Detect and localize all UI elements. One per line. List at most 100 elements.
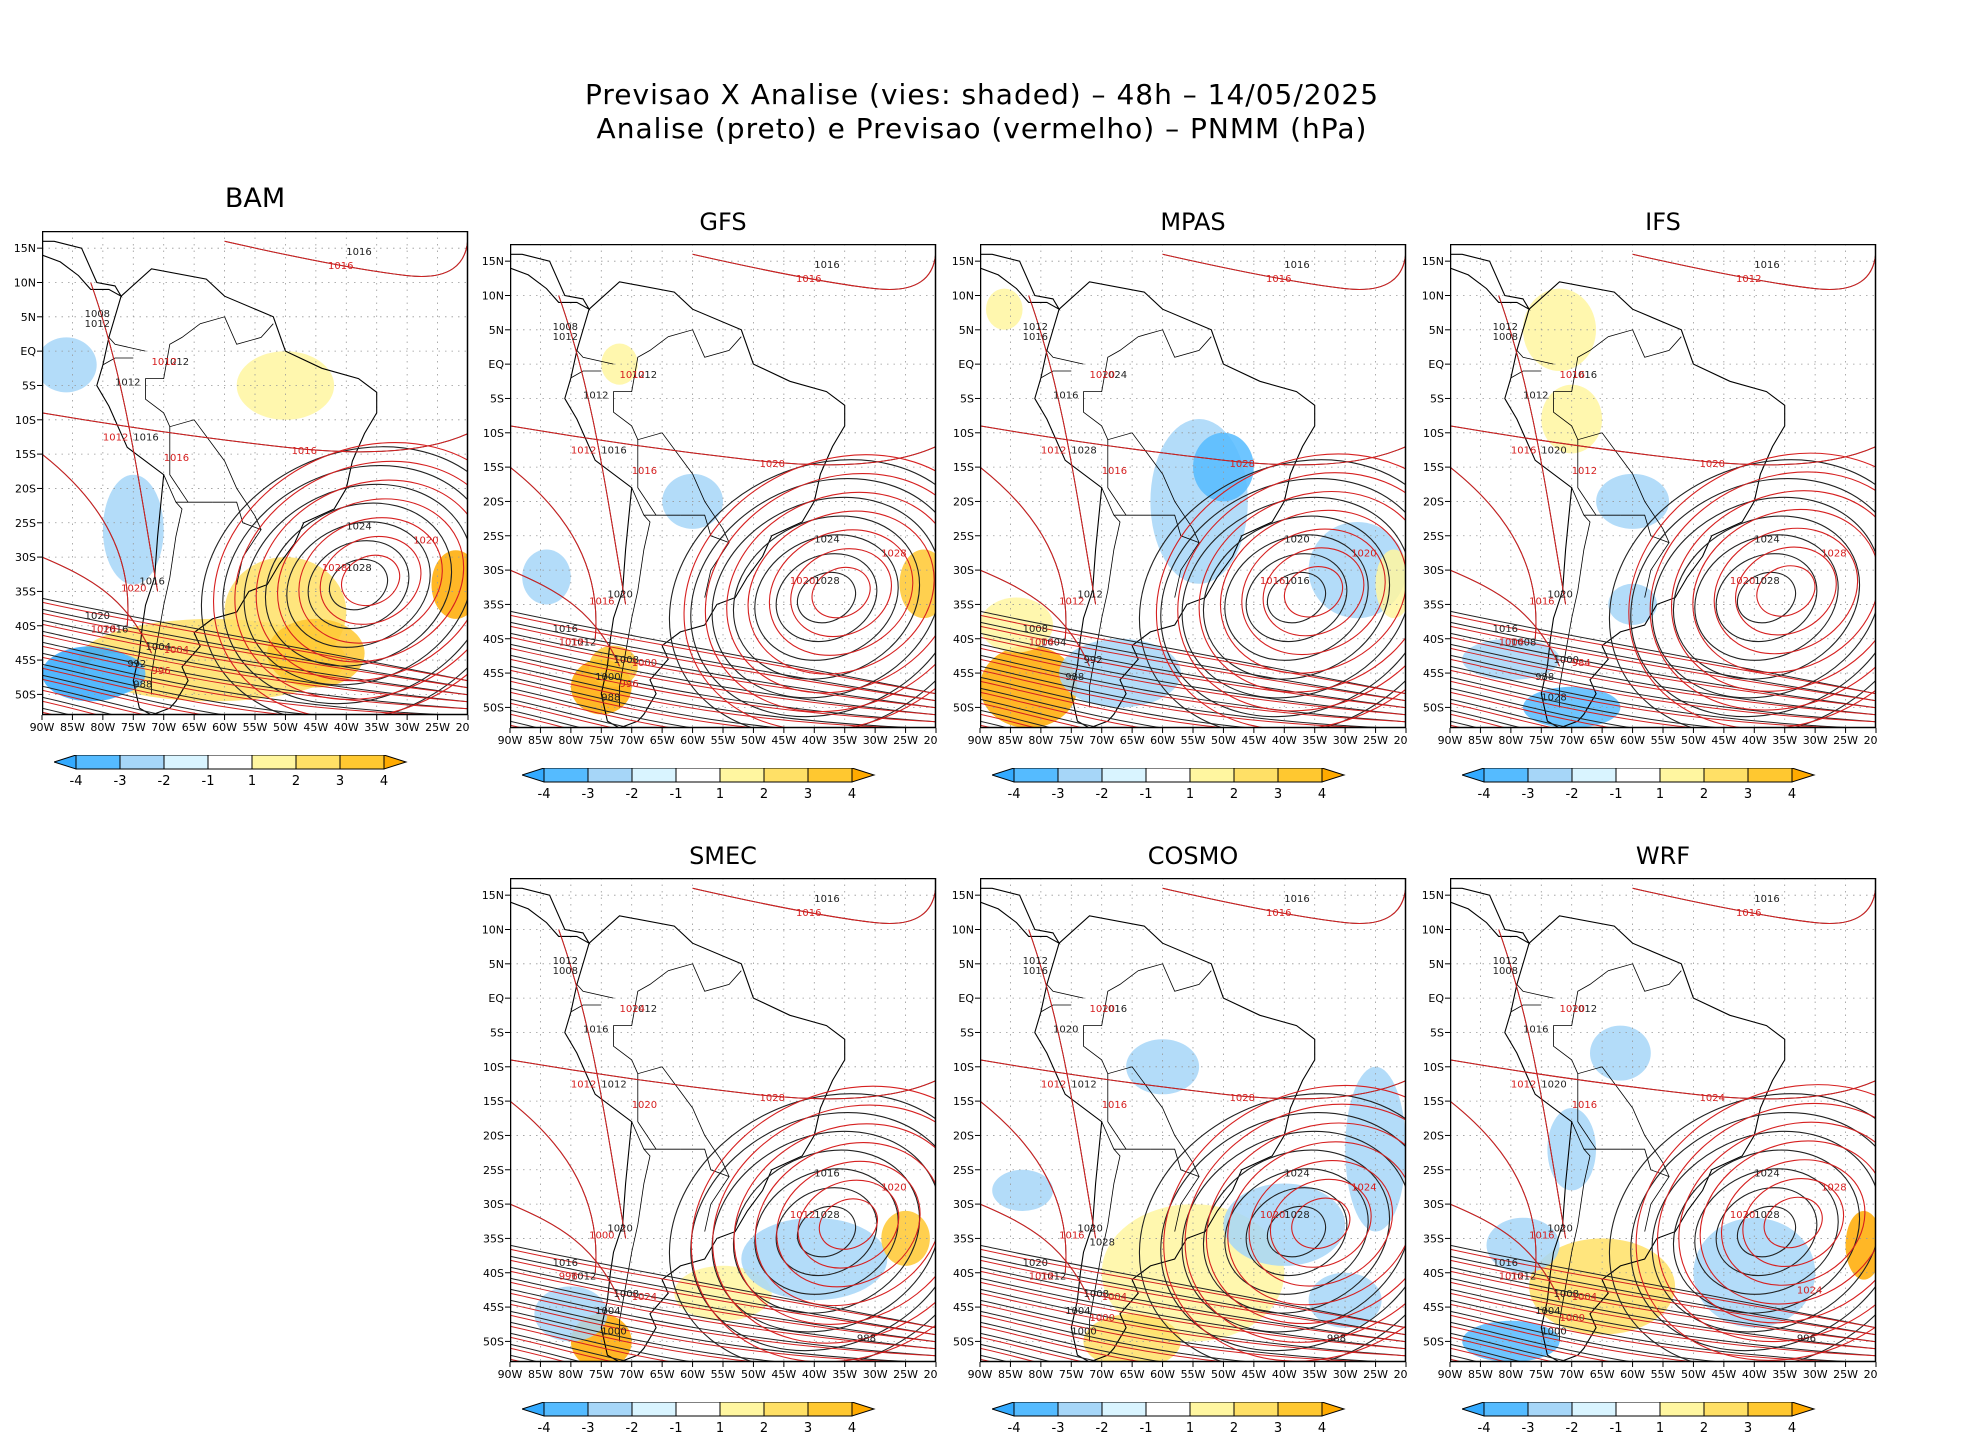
country-border [145, 316, 274, 585]
lat-tick-label: 50S [953, 701, 974, 714]
colorbar-label: -1 [670, 1421, 683, 1436]
isobar-label-analysis: 1012 [1071, 1079, 1096, 1090]
country-border [613, 963, 742, 1232]
isobar-label-analysis: 1008 [1493, 966, 1518, 977]
lat-tick-label: 5N [959, 324, 974, 337]
colorbar-label: 1 [1656, 787, 1664, 802]
country-border [1046, 350, 1084, 365]
bias-shading [1590, 1025, 1651, 1081]
lat-tick-label: 20S [15, 482, 36, 495]
coastline [42, 240, 123, 298]
colorbar-label: -3 [114, 774, 127, 789]
lat-tick-label: 40S [1423, 633, 1444, 646]
isobar-label-analysis: 1012 [1023, 322, 1048, 333]
isobar-label-forecast: 1028 [1821, 548, 1846, 559]
lat-tick-label: 5N [21, 311, 36, 324]
lat-tick-label: 35S [953, 598, 974, 611]
isobar-label-forecast: 1004 [1102, 1292, 1127, 1303]
lat-tick-label: 10N [1422, 289, 1444, 302]
colorbar-segment [1615, 768, 1661, 783]
isobar-label-forecast: 1004 [1572, 1292, 1597, 1303]
lat-tick-label: 40S [483, 633, 504, 646]
colorbar-segment [1233, 1402, 1279, 1417]
isobar-label-analysis: 1004 [146, 642, 171, 653]
isobar-label-analysis: 1016 [1023, 332, 1048, 343]
isobar-label-forecast: 1020 [1730, 1210, 1755, 1221]
colorbar-label: 2 [1700, 1421, 1708, 1436]
lat-tick-label: 20S [953, 1129, 974, 1142]
lat-tick-label: 20S [483, 495, 504, 508]
isobar-label-analysis: 1020 [1053, 1025, 1078, 1036]
lon-tick-label: 20W [1864, 1368, 1878, 1381]
map-frame: 1016101210161016102410281020101610121008… [980, 244, 1407, 729]
lat-tick-label: 15N [482, 889, 504, 902]
colorbar-label: -3 [1052, 1421, 1065, 1436]
isobar-label-forecast: 1004 [1029, 638, 1054, 649]
isobar-label-forecast: 1012 [571, 445, 596, 456]
bias-shading [601, 343, 638, 385]
lat-tick-label: 25S [15, 517, 36, 530]
colorbar-label: 3 [1274, 787, 1282, 802]
isobar-label-forecast: 1020 [1560, 1004, 1585, 1015]
isobar-label-forecast: 1016 [328, 261, 353, 272]
isobar-label-forecast: 1012 [571, 1079, 596, 1090]
forecast-isobars [1450, 881, 1876, 1362]
isobar-label-analysis: 1012 [1023, 956, 1048, 967]
country-border [1510, 370, 1542, 379]
lon-tick-label: 80W [1028, 1368, 1053, 1381]
isobar-label-forecast: 1016 [589, 596, 614, 607]
lat-tick-label: 40S [483, 1267, 504, 1280]
isobar-label-analysis: 1012 [571, 638, 596, 649]
isobar-label-analysis: 1000 [1554, 655, 1579, 666]
country-border [102, 357, 134, 366]
lat-tick-label: 10N [14, 276, 36, 289]
isobar-label-analysis: 1012 [1493, 956, 1518, 967]
isobar-label-analysis: 1024 [1754, 535, 1779, 546]
isobar-label-analysis: 1016 [1523, 1025, 1548, 1036]
colorbar-arrow-right [1791, 768, 1816, 783]
isobar-label-forecast: 1028 [91, 625, 116, 636]
lat-tick-label: 20S [953, 495, 974, 508]
lat-tick-label: 10N [1422, 923, 1444, 936]
colorbar-label: -1 [1140, 1421, 1153, 1436]
country-border [151, 474, 183, 695]
isobar-label-analysis: 1008 [553, 966, 578, 977]
isobar-label-analysis: 1012 [632, 1004, 657, 1015]
coastline [980, 887, 1061, 945]
isobar-label-analysis: 1016 [1754, 894, 1779, 905]
lon-tick-label: 90W [968, 1368, 993, 1381]
lat-tick-label: 40S [1423, 1267, 1444, 1280]
isobar-label-analysis: 1016 [1493, 1258, 1518, 1269]
country-border [1577, 1073, 1597, 1150]
isobar-label-forecast: 1016 [1511, 445, 1536, 456]
colorbar: -4 -3 -2 -1 1 2 3 4 [522, 768, 876, 802]
colorbar-label: -4 [1008, 1421, 1021, 1436]
lon-tick-label: 40W [802, 1368, 827, 1381]
colorbar-segment [587, 1402, 633, 1417]
isobar-label-analysis: 1008 [1493, 332, 1518, 343]
colorbar-arrow-left [522, 768, 545, 783]
lon-tick-label: 20W [1394, 1368, 1408, 1381]
colorbar-segment [807, 1402, 853, 1417]
colorbar-segment [1747, 1402, 1793, 1417]
coastline [980, 253, 1061, 311]
axis-layer: 15N 10N 5N EQ 5S 10S 15S 20S 25S 30S 35S 40S 45S 50S 9… [952, 255, 1408, 747]
isobar-label-analysis: 988 [133, 680, 152, 691]
colorbar-segment [807, 768, 853, 783]
panel-wrf: WRF 1016 1012 1008 1016 1012 1020 1024 1028 1020 1… [1418, 842, 1878, 1442]
lon-tick-label: 40W [334, 721, 359, 734]
isobar-label-analysis: 1016 [1102, 1004, 1127, 1015]
isobar-label-analysis: 1020 [1023, 1258, 1048, 1269]
country-border [1553, 963, 1682, 1232]
lon-tick-label: 40W [1272, 734, 1297, 747]
lon-tick-label: 50W [741, 734, 766, 747]
colorbar-label: 3 [1274, 1421, 1282, 1436]
country-border [637, 439, 657, 516]
isobar-label-analysis: 1000 [595, 672, 620, 683]
isobar-label-analysis: 1016 [1284, 894, 1309, 905]
isobar-label-forecast: 1024 [620, 1004, 645, 1015]
lon-tick-label: 60W [680, 1368, 705, 1381]
isobar-label-analysis: 1016 [553, 1258, 578, 1269]
lon-tick-label: 75W [121, 721, 146, 734]
isobar-label-forecast: 1012 [1059, 596, 1084, 607]
